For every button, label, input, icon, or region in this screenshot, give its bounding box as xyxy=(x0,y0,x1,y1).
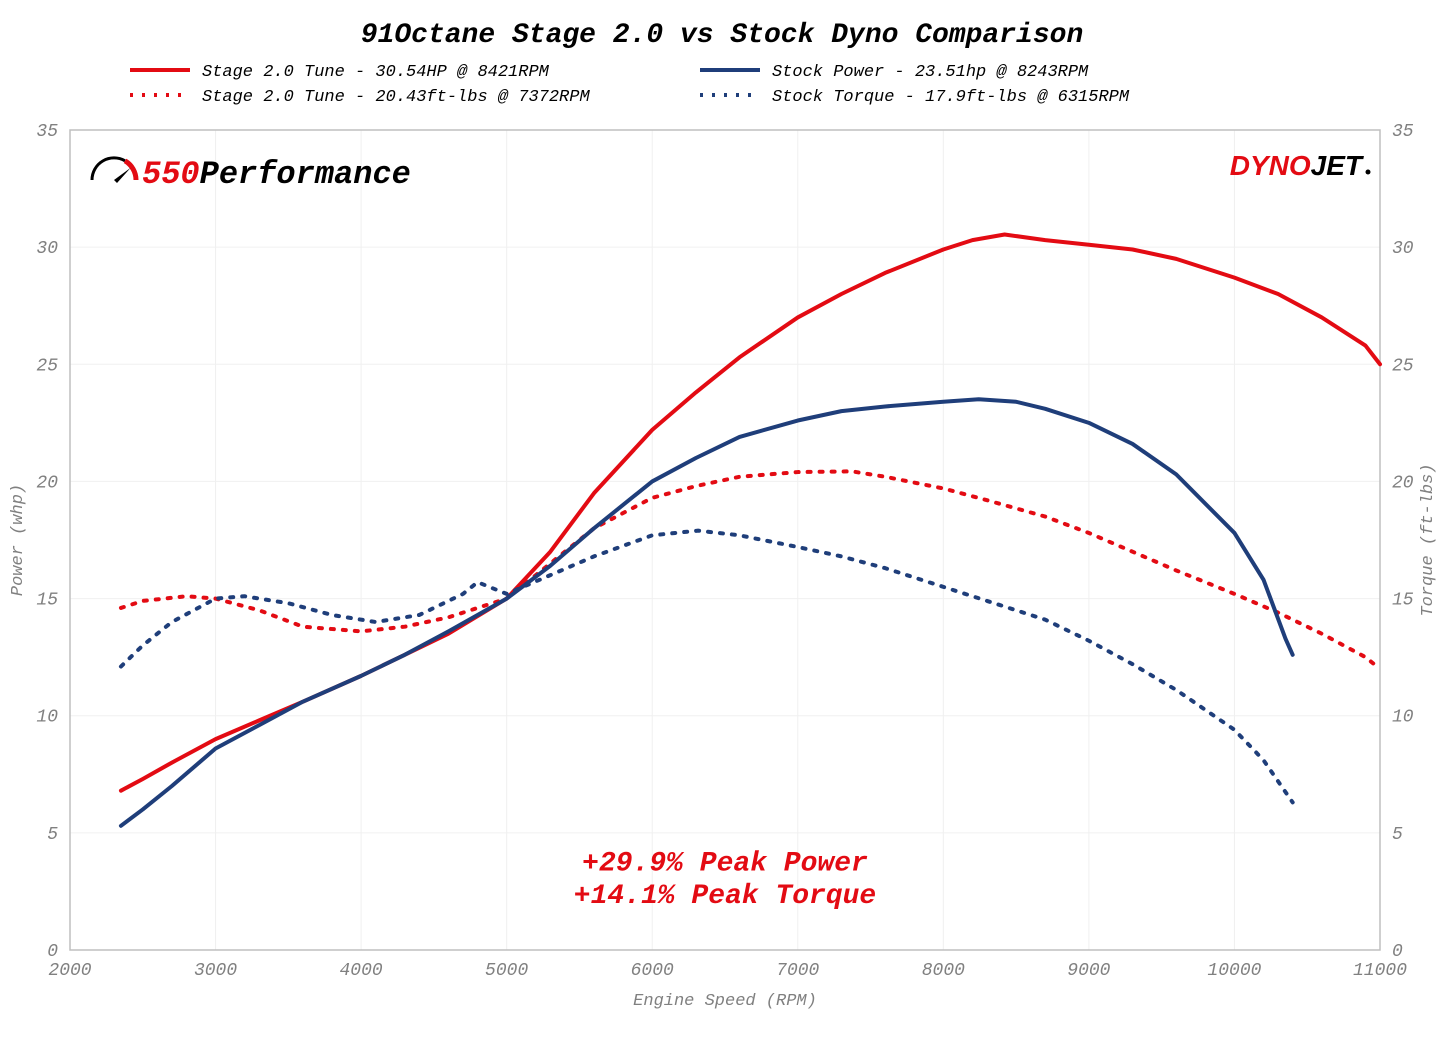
y-axis-left-label: Power (whp) xyxy=(9,484,28,596)
svg-text:3000: 3000 xyxy=(194,961,237,981)
svg-text:11000: 11000 xyxy=(1353,961,1407,981)
logo-dynojet-text: DYNOJET xyxy=(1230,150,1365,181)
dyno-chart: 2000300040005000600070008000900010000110… xyxy=(0,0,1445,1049)
svg-text:0: 0 xyxy=(1392,942,1403,962)
svg-text:15: 15 xyxy=(1392,591,1414,611)
chart-title: 91Octane Stage 2.0 vs Stock Dyno Compari… xyxy=(361,20,1084,51)
svg-text:25: 25 xyxy=(1392,356,1414,376)
svg-text:5: 5 xyxy=(47,825,58,845)
x-axis-label: Engine Speed (RPM) xyxy=(633,992,817,1011)
svg-text:25: 25 xyxy=(36,356,58,376)
svg-text:8000: 8000 xyxy=(922,961,965,981)
svg-text:5000: 5000 xyxy=(485,961,528,981)
svg-text:35: 35 xyxy=(1392,122,1414,142)
legend-label-1: Stage 2.0 Tune - 20.43ft-lbs @ 7372RPM xyxy=(202,88,590,107)
svg-text:0: 0 xyxy=(47,942,58,962)
svg-text:20: 20 xyxy=(1392,473,1414,493)
legend-label-0: Stage 2.0 Tune - 30.54HP @ 8421RPM xyxy=(202,63,550,82)
logo-dynojet: DYNOJET xyxy=(1230,150,1371,181)
svg-text:6000: 6000 xyxy=(631,961,674,981)
svg-text:9000: 9000 xyxy=(1067,961,1110,981)
svg-text:10: 10 xyxy=(36,708,58,728)
peak-power-annotation: +29.9% Peak Power xyxy=(582,848,868,879)
logo-dynojet-dot-icon xyxy=(1366,170,1371,175)
svg-text:30: 30 xyxy=(1392,239,1414,259)
svg-text:10000: 10000 xyxy=(1207,961,1261,981)
svg-text:15: 15 xyxy=(36,591,58,611)
legend-label-3: Stock Torque - 17.9ft-lbs @ 6315RPM xyxy=(772,88,1130,107)
svg-text:7000: 7000 xyxy=(776,961,819,981)
svg-text:20: 20 xyxy=(36,473,58,493)
logo-550-text: 550Performance xyxy=(142,156,411,193)
peak-torque-annotation: +14.1% Peak Torque xyxy=(574,881,876,912)
svg-text:4000: 4000 xyxy=(340,961,383,981)
legend-label-2: Stock Power - 23.51hp @ 8243RPM xyxy=(772,63,1089,82)
chart-svg: 2000300040005000600070008000900010000110… xyxy=(0,0,1445,1049)
svg-text:5: 5 xyxy=(1392,825,1403,845)
svg-text:35: 35 xyxy=(36,122,58,142)
svg-text:30: 30 xyxy=(36,239,58,259)
svg-text:2000: 2000 xyxy=(48,961,91,981)
y-axis-right-label: Torque (ft-lbs) xyxy=(1419,463,1438,616)
svg-text:10: 10 xyxy=(1392,708,1414,728)
